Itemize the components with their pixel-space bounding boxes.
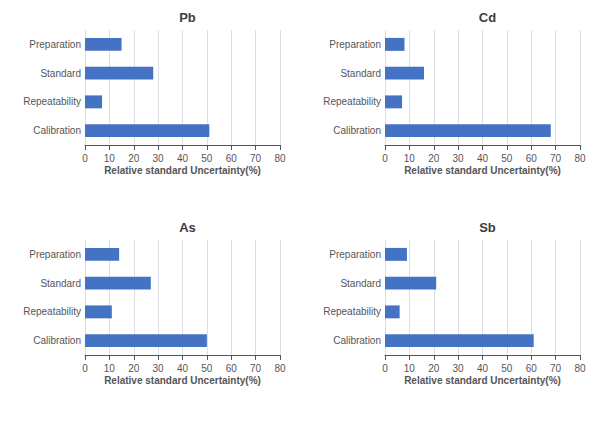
svg-text:70: 70 [250,363,262,374]
svg-text:Standard: Standard [40,278,81,289]
svg-text:Preparation: Preparation [29,39,81,50]
svg-text:Repeatability: Repeatability [323,96,381,107]
svg-text:Relative standard Uncertainty(: Relative standard Uncertainty(%) [404,375,561,386]
svg-text:40: 40 [177,153,189,164]
svg-text:Sb: Sb [479,220,496,235]
svg-text:Cd: Cd [479,10,496,25]
svg-text:80: 80 [274,153,286,164]
svg-text:Repeatability: Repeatability [23,96,81,107]
svg-text:Pb: Pb [179,10,196,25]
svg-text:Calibration: Calibration [33,125,81,136]
svg-text:60: 60 [526,153,538,164]
svg-text:70: 70 [550,363,562,374]
svg-text:Calibration: Calibration [333,335,381,346]
svg-text:Relative standard Uncertainty(: Relative standard Uncertainty(%) [404,165,561,176]
svg-text:60: 60 [526,363,538,374]
svg-text:0: 0 [382,153,388,164]
svg-text:0: 0 [82,363,88,374]
svg-text:20: 20 [128,363,140,374]
svg-text:80: 80 [574,153,586,164]
svg-text:20: 20 [428,363,440,374]
svg-text:0: 0 [82,153,88,164]
svg-text:70: 70 [250,153,262,164]
svg-text:80: 80 [574,363,586,374]
svg-text:Preparation: Preparation [29,249,81,260]
svg-text:10: 10 [104,153,116,164]
svg-text:30: 30 [453,153,465,164]
svg-text:Relative standard Uncertainty(: Relative standard Uncertainty(%) [104,375,261,386]
svg-text:Calibration: Calibration [333,125,381,136]
svg-text:Relative standard Uncertainty(: Relative standard Uncertainty(%) [104,165,261,176]
svg-text:50: 50 [201,153,213,164]
svg-text:50: 50 [201,363,213,374]
svg-text:Preparation: Preparation [329,39,381,50]
svg-text:60: 60 [226,363,238,374]
svg-text:Standard: Standard [340,68,381,79]
svg-text:50: 50 [501,153,513,164]
svg-text:Preparation: Preparation [329,249,381,260]
svg-text:40: 40 [177,363,189,374]
svg-text:30: 30 [153,153,165,164]
svg-text:30: 30 [453,363,465,374]
svg-text:40: 40 [477,363,489,374]
svg-text:40: 40 [477,153,489,164]
svg-text:Standard: Standard [340,278,381,289]
svg-text:10: 10 [104,363,116,374]
svg-text:30: 30 [153,363,165,374]
svg-text:As: As [179,220,196,235]
svg-text:Standard: Standard [40,68,81,79]
svg-text:Repeatability: Repeatability [23,306,81,317]
svg-text:10: 10 [404,153,416,164]
svg-text:60: 60 [226,153,238,164]
svg-text:50: 50 [501,363,513,374]
svg-text:Repeatability: Repeatability [323,306,381,317]
svg-text:20: 20 [428,153,440,164]
svg-text:80: 80 [274,363,286,374]
svg-text:0: 0 [382,363,388,374]
svg-text:70: 70 [550,153,562,164]
svg-text:10: 10 [404,363,416,374]
svg-text:Calibration: Calibration [33,335,81,346]
svg-text:20: 20 [128,153,140,164]
